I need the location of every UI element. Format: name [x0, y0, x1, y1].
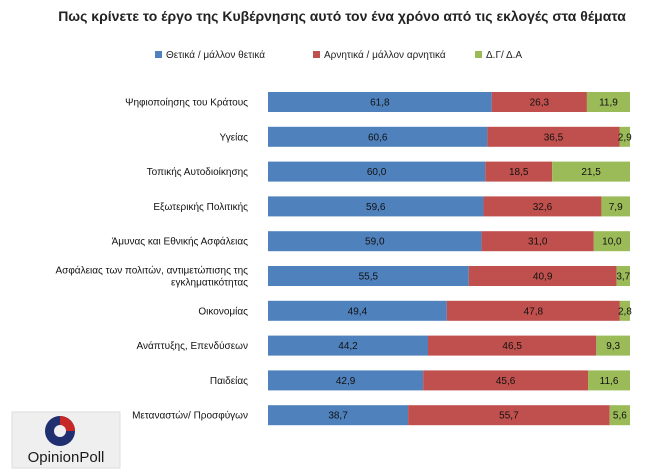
value-label-9-2: 5,6 [613, 411, 627, 422]
category-label-6: Οικονομίας [198, 305, 248, 317]
value-label-9-0: 38,7 [328, 411, 348, 422]
value-label-3-1: 32,6 [533, 202, 553, 213]
category-label-2: Τοπικής Αυτοδιοίκησης [147, 166, 249, 178]
category-label-4: Άμυνας και Εθνικής Ασφάλειας [112, 236, 249, 248]
bar-8-series-1 [423, 370, 589, 391]
category-label-3: Εξωτερικής Πολιτικής [153, 201, 248, 213]
bar-4-series-1 [481, 231, 594, 252]
logo-text: OpinionPoll [28, 449, 105, 466]
bar-7-series-0 [268, 335, 429, 356]
bar-3-series-2 [601, 196, 630, 217]
value-label-4-0: 59,0 [365, 237, 385, 248]
value-label-7-1: 46,5 [502, 341, 522, 352]
value-label-1-0: 60,6 [368, 132, 388, 143]
value-label-6-1: 47,8 [524, 306, 544, 317]
category-label-5: Ασφάλειας των πολιτών, αντιμετώπισης της… [55, 265, 248, 289]
value-label-5-1: 40,9 [533, 272, 553, 283]
category-label-1: Υγείας [220, 131, 249, 143]
value-label-5-0: 55,5 [359, 272, 379, 283]
legend-swatch-1 [313, 51, 320, 58]
bar-5-series-1 [468, 266, 617, 286]
chart-title: Πως κρίνετε το έργο της Κυβέρνησης αυτό … [58, 8, 626, 24]
bar-9-series-1 [408, 405, 610, 426]
value-label-0-2: 11,9 [599, 98, 618, 109]
bar-0-series-1 [491, 92, 587, 112]
legend-label-2: Δ.Γ/ Δ.Α [486, 50, 522, 61]
bar-1-series-1 [487, 126, 620, 147]
plot-area: Ψηφιοποίησης του Κράτους 61,8 26,3 11,9 Υγεί… [55, 92, 632, 426]
value-label-1-1: 36,5 [544, 132, 564, 143]
value-label-8-2: 11,6 [600, 376, 619, 387]
legend-label-1: Αρνητικά / μάλλον αρνητικά [324, 49, 446, 61]
bar-2-series-1 [485, 161, 553, 182]
value-label-7-2: 9,3 [606, 341, 620, 352]
bar-3-series-1 [483, 196, 602, 217]
value-label-2-2: 21,5 [581, 167, 601, 178]
value-label-0-0: 61,8 [370, 98, 390, 109]
bar-0-series-2 [586, 92, 630, 112]
bar-2-series-0 [268, 161, 486, 182]
value-label-2-0: 60,0 [367, 167, 387, 178]
bar-8-series-0 [268, 370, 424, 391]
value-label-5-2: 3,7 [616, 272, 630, 283]
category-label-7: Ανάπτυξης, Επενδύσεων [136, 340, 248, 352]
legend: Θετικά / μάλλον θετικά Αρνητικά / μάλλον … [155, 49, 522, 61]
legend-swatch-2 [475, 51, 482, 58]
bar-6-series-0 [268, 300, 447, 321]
value-label-0-1: 26,3 [530, 98, 550, 109]
category-label-9: Μεταναστών/ Προσφύγων [132, 410, 248, 422]
bar-4-series-0 [268, 231, 482, 252]
bar-3-series-0 [268, 196, 484, 217]
bar-7-series-1 [428, 335, 597, 356]
value-label-2-1: 18,5 [509, 167, 529, 178]
bar-1-series-0 [268, 126, 488, 147]
bar-6-series-1 [446, 300, 620, 321]
logo-circle-center [54, 425, 66, 437]
bar-5-series-2 [616, 266, 630, 286]
bar-2-series-2 [552, 161, 630, 182]
bar-7-series-2 [596, 335, 630, 356]
value-label-1-2: 2,9 [618, 132, 632, 143]
bar-1-series-2 [619, 126, 630, 147]
bar-9-series-0 [268, 405, 409, 426]
bar-4-series-2 [593, 231, 630, 252]
bar-6-series-2 [619, 300, 630, 321]
logo: OpinionPoll [11, 411, 121, 469]
value-label-6-0: 49,4 [348, 306, 368, 317]
value-label-8-0: 42,9 [336, 376, 356, 387]
value-label-3-0: 59,6 [366, 202, 386, 213]
category-label-0: Ψηφιοποίησης του Κράτους [125, 97, 248, 109]
legend-label-0: Θετικά / μάλλον θετικά [166, 49, 265, 61]
category-label-8: Παιδείας [210, 375, 248, 387]
value-label-4-1: 31,0 [528, 237, 548, 248]
value-label-6-2: 2,8 [618, 306, 632, 317]
bar-5-series-0 [268, 266, 469, 286]
bar-9-series-2 [609, 405, 630, 426]
bar-0-series-0 [268, 92, 492, 112]
legend-swatch-0 [155, 51, 162, 58]
value-label-9-1: 55,7 [499, 411, 519, 422]
value-label-4-2: 10,0 [602, 237, 622, 248]
value-label-7-0: 44,2 [338, 341, 358, 352]
bar-8-series-2 [588, 370, 630, 391]
value-label-3-2: 7,9 [609, 202, 623, 213]
value-label-8-1: 45,6 [496, 376, 516, 387]
